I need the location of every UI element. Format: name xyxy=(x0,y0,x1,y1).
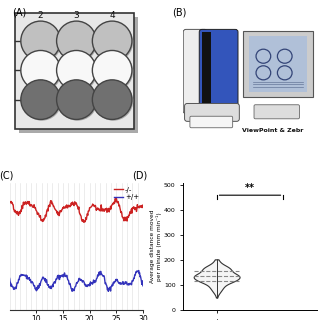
Circle shape xyxy=(58,52,98,91)
Circle shape xyxy=(57,51,96,90)
Circle shape xyxy=(92,80,132,119)
-/- xyxy=(115,196,118,200)
FancyBboxPatch shape xyxy=(185,103,239,121)
+/+ xyxy=(141,284,145,288)
Text: 4: 4 xyxy=(109,11,115,20)
Circle shape xyxy=(58,81,98,121)
-/- xyxy=(82,220,86,224)
Text: 3: 3 xyxy=(74,11,79,20)
Circle shape xyxy=(21,21,60,61)
FancyBboxPatch shape xyxy=(199,29,238,111)
Legend: -/-, +/+: -/-, +/+ xyxy=(114,186,140,201)
Text: c: c xyxy=(281,319,286,320)
-/- xyxy=(90,204,94,208)
+/+ xyxy=(137,268,140,272)
Circle shape xyxy=(94,81,133,121)
Text: (A): (A) xyxy=(12,8,27,18)
Text: ViewPoint & Zebr: ViewPoint & Zebr xyxy=(242,128,303,133)
-/- xyxy=(8,199,12,203)
Circle shape xyxy=(94,52,133,91)
Circle shape xyxy=(57,21,96,61)
Circle shape xyxy=(58,22,98,62)
FancyBboxPatch shape xyxy=(15,13,134,129)
-/- xyxy=(130,207,133,211)
FancyBboxPatch shape xyxy=(202,32,211,108)
-/- xyxy=(87,209,91,213)
Circle shape xyxy=(94,22,133,62)
FancyBboxPatch shape xyxy=(254,105,300,119)
FancyBboxPatch shape xyxy=(183,29,207,114)
-/- xyxy=(88,206,92,210)
FancyBboxPatch shape xyxy=(243,31,313,97)
Line: -/-: -/- xyxy=(10,198,143,222)
+/+ xyxy=(107,289,110,293)
Circle shape xyxy=(92,21,132,61)
Line: +/+: +/+ xyxy=(10,270,143,291)
+/+ xyxy=(8,276,12,280)
Text: 2: 2 xyxy=(38,11,44,20)
Text: (D): (D) xyxy=(132,170,148,180)
-/- xyxy=(8,202,12,205)
+/+ xyxy=(129,283,133,286)
+/+ xyxy=(87,283,91,287)
Circle shape xyxy=(92,51,132,90)
-/- xyxy=(121,216,125,220)
FancyBboxPatch shape xyxy=(19,17,138,133)
FancyBboxPatch shape xyxy=(190,116,233,128)
+/+ xyxy=(89,281,93,285)
Text: (C): (C) xyxy=(0,170,13,180)
+/+ xyxy=(8,280,12,284)
Circle shape xyxy=(57,80,96,119)
Circle shape xyxy=(22,52,62,91)
-/- xyxy=(141,203,145,207)
+/+ xyxy=(87,284,91,288)
Text: **: ** xyxy=(245,183,255,193)
Circle shape xyxy=(21,51,60,90)
FancyBboxPatch shape xyxy=(249,36,308,92)
Y-axis label: Average distance moved
per minute (mm min⁻¹): Average distance moved per minute (mm mi… xyxy=(150,210,163,283)
+/+ xyxy=(121,280,124,284)
Text: (B): (B) xyxy=(172,8,187,18)
Circle shape xyxy=(21,80,60,119)
Circle shape xyxy=(22,22,62,62)
Circle shape xyxy=(22,81,62,121)
